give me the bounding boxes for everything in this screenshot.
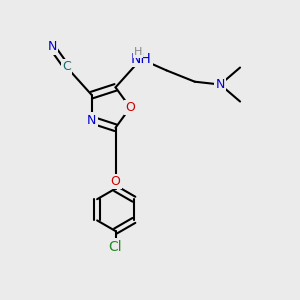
Text: C: C	[62, 60, 71, 73]
Text: NH: NH	[130, 52, 152, 66]
Text: H: H	[134, 47, 142, 57]
Text: Cl: Cl	[109, 240, 122, 254]
Text: N: N	[87, 113, 97, 127]
Text: O: O	[125, 101, 135, 114]
Text: N: N	[47, 40, 57, 53]
Text: N: N	[216, 78, 225, 91]
Text: O: O	[111, 175, 121, 188]
